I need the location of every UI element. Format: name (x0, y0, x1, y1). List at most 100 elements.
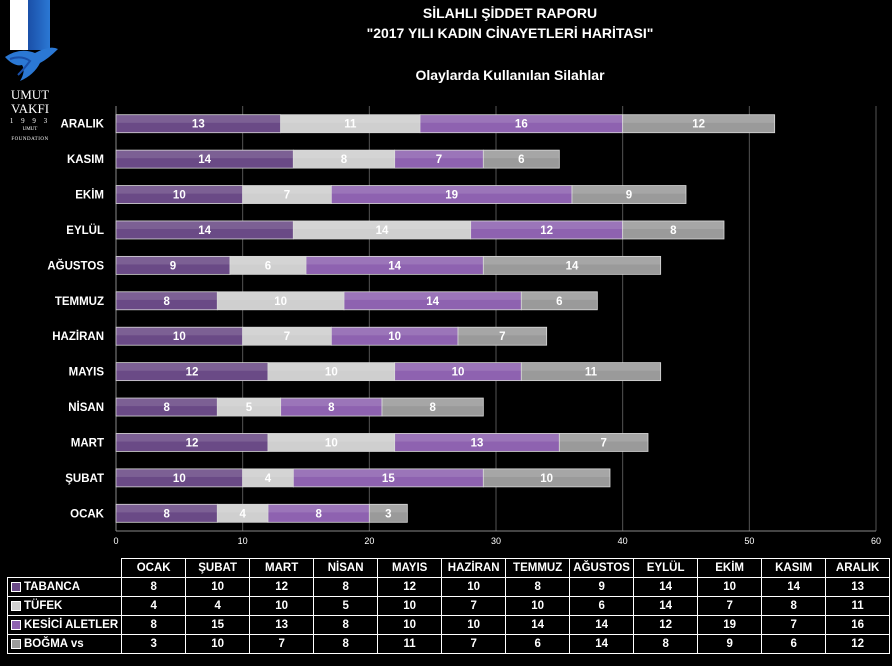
table-cell: 16 (825, 615, 891, 635)
table-cell: 11 (825, 596, 891, 616)
table-cell: 10 (185, 634, 251, 654)
table-column-header: HAZİRAN (441, 558, 507, 578)
data-label: 8 (429, 402, 436, 414)
bar-segment (482, 149, 560, 169)
table-cell: 8 (121, 615, 187, 635)
bar-highlight (458, 327, 547, 336)
table-cell: 3 (121, 634, 187, 654)
data-label: 15 (382, 473, 395, 485)
data-label: 16 (515, 119, 528, 131)
category-label: ARALIK (61, 119, 105, 131)
table-cell: 7 (441, 596, 507, 616)
bar-highlight (344, 291, 522, 300)
bar-segment (520, 291, 598, 311)
bar-highlight (521, 291, 598, 300)
bar-highlight (116, 291, 218, 300)
bar-segment (520, 362, 662, 382)
table-row: KESİCİ ALETLER 8 15 13 8 10 10 14 14 12 19 7 16 (6, 615, 891, 635)
bar-highlight (116, 468, 243, 477)
bar-highlight (230, 256, 306, 265)
logo-line2: VAKFI (10, 101, 50, 116)
data-label: 8 (315, 508, 322, 520)
x-tick-label: 60 (871, 536, 881, 546)
table-cell: 10 (377, 596, 443, 616)
bar-highlight (521, 362, 661, 371)
category-label: ŞUBAT (65, 473, 104, 485)
table-row-label: TABANCA (6, 577, 123, 597)
category-label: AĞUSTOS (47, 259, 104, 272)
bar-highlight (306, 256, 484, 265)
data-label: 10 (173, 331, 186, 343)
table-cell: 8 (313, 615, 379, 635)
table-cell: 7 (761, 615, 827, 635)
table-column-header: ARALIK (825, 558, 891, 578)
table-cell: 8 (313, 577, 379, 597)
bar-highlight (483, 150, 560, 159)
data-label: 9 (626, 190, 632, 202)
bar-highlight (622, 114, 775, 123)
table-cell: 8 (505, 577, 571, 597)
bar-highlight (293, 150, 395, 159)
data-label: 6 (556, 296, 562, 308)
data-label: 8 (341, 154, 348, 166)
category-label: NİSAN (68, 401, 104, 414)
table-cell: 12 (825, 634, 891, 654)
x-tick-label: 10 (238, 536, 248, 546)
bar-highlight (116, 220, 294, 230)
table-row: TÜFEK 4 4 10 5 10 7 10 6 14 7 8 11 (6, 596, 891, 616)
data-label: 8 (163, 508, 170, 520)
bar-highlight (483, 256, 661, 265)
stacked-bar-chart: 0 10 20 30 40 50 60 OCAK 8 4 8 3 ŞUBAT 10 4 15 10 MART 12 1… (47, 106, 881, 546)
table-column-header: MART (249, 558, 315, 578)
table-cell: 10 (441, 615, 507, 635)
bar-highlight (394, 362, 522, 371)
bar-highlight (470, 220, 623, 230)
legend-swatch-icon (11, 600, 21, 611)
table-cell: 14 (633, 577, 699, 597)
bar-highlight (280, 398, 382, 407)
logo-line5: FOUNDATION (11, 137, 49, 142)
bar-segment (368, 503, 408, 523)
x-tick-label: 50 (744, 536, 754, 546)
category-label: TEMMUZ (55, 296, 104, 308)
bar-segment (622, 114, 776, 134)
report-subtitle: "2017 YILI KADIN CİNAYETLERİ HARİTASI" (366, 25, 654, 41)
bar-segment (457, 326, 548, 346)
bar-highlight (293, 468, 484, 477)
bar-highlight (394, 150, 484, 159)
logo-line1: UMUT (10, 87, 50, 102)
bar-highlight (622, 220, 724, 230)
report-title: SİLAHLI ŞİDDET RAPORU (422, 5, 598, 21)
table-cell: 7 (697, 596, 763, 616)
data-label: 14 (376, 225, 389, 237)
bar-highlight (559, 433, 648, 442)
table-cell: 8 (313, 634, 379, 654)
data-label: 7 (600, 437, 606, 449)
data-label: 8 (163, 296, 170, 308)
bar-segment (558, 433, 649, 452)
data-label: 8 (328, 402, 335, 414)
bar-highlight (242, 185, 332, 194)
bar-highlight (242, 327, 332, 336)
table-cell: 14 (569, 615, 635, 635)
bar-highlight (382, 398, 484, 407)
data-label: 14 (566, 260, 579, 272)
bar-highlight (331, 327, 458, 336)
bar-highlight (268, 433, 395, 442)
data-label: 13 (471, 437, 484, 449)
bar-highlight (116, 185, 243, 194)
bar-highlight (217, 504, 268, 513)
table-cell: 13 (249, 615, 315, 635)
bar-highlight (420, 114, 623, 123)
data-label: 10 (325, 437, 338, 449)
table-cell: 8 (121, 577, 187, 597)
data-label: 14 (198, 154, 211, 166)
bar-highlight (116, 256, 230, 265)
table-cell: 10 (377, 615, 443, 635)
data-label: 10 (274, 296, 287, 308)
table-cell: 14 (761, 577, 827, 597)
bar-highlight (268, 504, 370, 513)
bar-segment (482, 468, 611, 488)
table-cell: 7 (249, 634, 315, 654)
data-label: 4 (265, 473, 272, 485)
